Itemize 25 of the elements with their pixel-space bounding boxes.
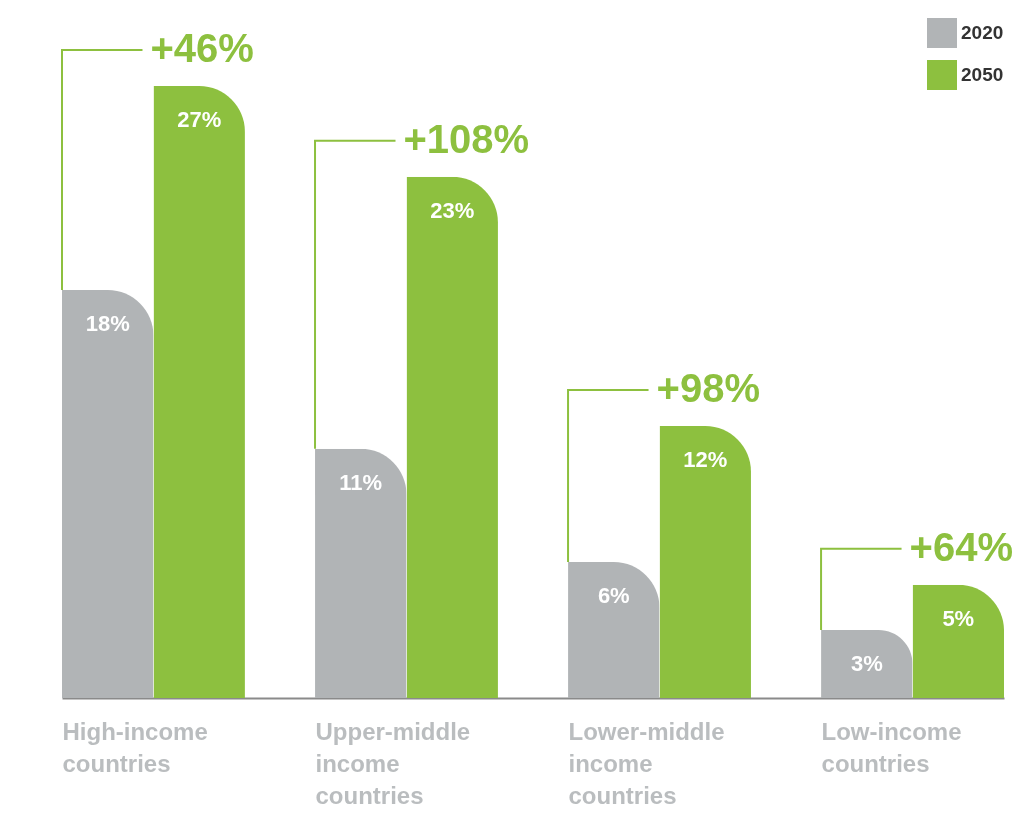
bar xyxy=(568,562,660,698)
legend-label: 2050 xyxy=(961,64,1004,85)
x-tick-label: Low-income countries xyxy=(821,717,962,777)
data-label: 23% xyxy=(430,197,475,223)
legend-label: 2020 xyxy=(961,22,1004,43)
bar xyxy=(62,290,154,698)
data-label: 27% xyxy=(177,107,222,132)
x-tick-label: Upper-middle income countries xyxy=(315,717,471,809)
bar xyxy=(659,426,751,698)
data-label: 3% xyxy=(850,651,883,676)
bar xyxy=(153,86,245,698)
bar xyxy=(406,176,498,698)
annotation: +98% xyxy=(656,366,760,410)
annotation: +108% xyxy=(403,116,530,161)
data-label: 12% xyxy=(683,447,728,472)
data-label: 6% xyxy=(597,583,630,608)
bar xyxy=(315,448,407,698)
data-label: 5% xyxy=(942,605,975,631)
annotation: +46% xyxy=(150,26,254,70)
data-label: 18% xyxy=(85,311,130,336)
x-tick-label: Lower-middle income countries xyxy=(568,717,725,809)
data-label: 11% xyxy=(339,469,383,495)
x-tick-label: High-income countries xyxy=(62,717,208,777)
bar xyxy=(912,584,1004,698)
annotation: +64% xyxy=(909,524,1013,569)
